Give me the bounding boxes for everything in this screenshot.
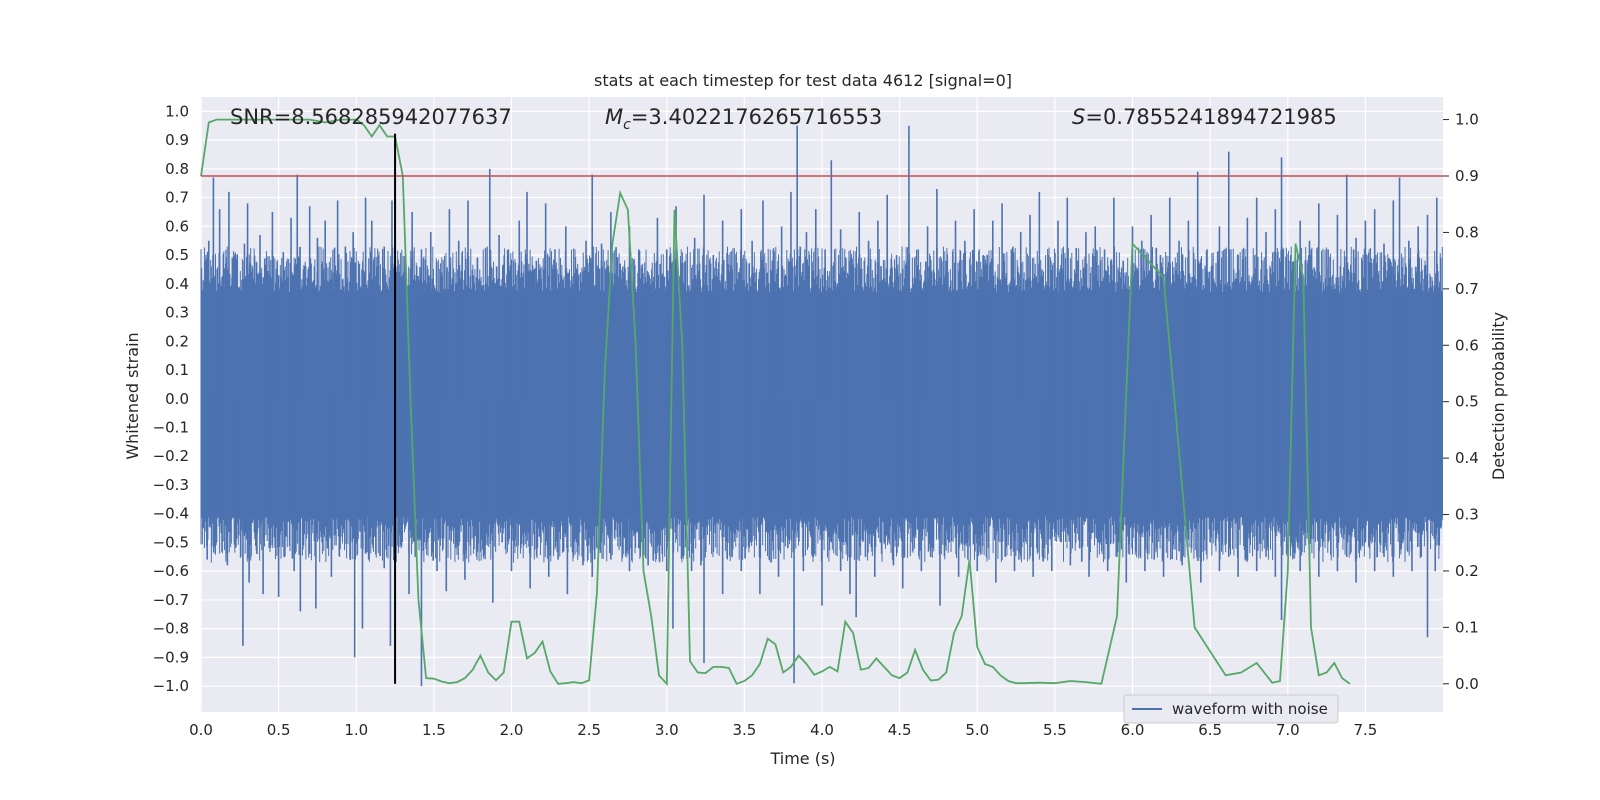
x-tick-label: 3.5 <box>732 721 756 739</box>
x-axis-label: Time (s) <box>769 749 835 768</box>
y-left-axis-label: Whitened strain <box>123 332 142 459</box>
s-value: =0.7855241894721985 <box>1085 105 1336 129</box>
mc-subscript: c <box>623 117 631 133</box>
y-left-tick-label: −0.4 <box>153 505 189 523</box>
y-right-tick-label: 0.8 <box>1455 223 1479 241</box>
chart-title: stats at each timestep for test data 461… <box>594 71 1012 90</box>
y-left-tick-label: −0.9 <box>153 648 189 666</box>
x-tick-label: 6.5 <box>1198 721 1222 739</box>
y-right-tick-label: 0.7 <box>1455 280 1479 298</box>
y-left-tick-label: −1.0 <box>153 677 189 695</box>
y-left-tick-label: −0.5 <box>153 533 189 551</box>
y-right-tick-labels: 1.0 0.9 0.8 0.7 0.6 0.5 0.4 0.3 0.2 0.1 0.0 <box>1443 111 1479 693</box>
y-right-tick-label: 0.3 <box>1455 506 1479 524</box>
y-right-tick-label: 0.1 <box>1455 618 1479 636</box>
y-left-tick-label: −0.1 <box>153 418 189 436</box>
y-left-tick-labels: 1.0 0.9 0.8 0.7 0.6 0.5 0.4 0.3 0.2 0.1 0.0 −0.1 −0.… <box>153 102 189 695</box>
x-tick-label: 2.5 <box>577 721 601 739</box>
y-right-tick-label: 0.2 <box>1455 562 1479 580</box>
chirp-mass-annotation: Mc=3.4022176265716553 <box>605 105 882 133</box>
x-tick-label: 7.5 <box>1353 721 1377 739</box>
x-tick-label: 7.0 <box>1276 721 1300 739</box>
x-tick-label: 4.0 <box>810 721 834 739</box>
x-tick-label: 1.0 <box>344 721 368 739</box>
waveform-series <box>200 125 1443 687</box>
legend: waveform with noise <box>1123 694 1339 724</box>
legend-box <box>1123 694 1339 724</box>
x-tick-label: 6.0 <box>1121 721 1145 739</box>
y-right-tick-label: 1.0 <box>1455 111 1479 129</box>
y-right-tick-label: 0.0 <box>1455 675 1479 693</box>
y-left-tick-label: 1.0 <box>165 102 189 120</box>
x-tick-labels: 0.0 0.5 1.0 1.5 2.0 2.5 3.0 3.5 4.0 4.5 5.0 5.5 6.0 6… <box>189 721 1377 739</box>
x-tick-label: 5.5 <box>1043 721 1067 739</box>
y-right-tick-label: 0.5 <box>1455 393 1479 411</box>
y-left-tick-label: −0.8 <box>153 620 189 638</box>
y-left-tick-label: −0.2 <box>153 447 189 465</box>
y-right-axis-label: Detection probability <box>1489 312 1508 480</box>
x-tick-label: 4.5 <box>888 721 912 739</box>
y-left-tick-label: 0.1 <box>165 361 189 379</box>
y-left-tick-label: 0.4 <box>165 275 189 293</box>
y-right-tick-label: 0.9 <box>1455 167 1479 185</box>
y-left-tick-label: 0.8 <box>165 160 189 178</box>
s-annotation: S=0.7855241894721985 <box>1072 105 1337 129</box>
y-left-tick-label: −0.7 <box>153 591 189 609</box>
probability-line <box>200 118 1351 687</box>
y-left-tick-label: 0.7 <box>165 189 189 207</box>
y-left-tick-label: 0.9 <box>165 131 189 149</box>
x-tick-label: 0.0 <box>189 721 213 739</box>
x-tick-label: 0.5 <box>267 721 291 739</box>
y-left-tick-label: 0.6 <box>165 217 189 235</box>
y-left-tick-label: 0.2 <box>165 332 189 350</box>
x-tick-label: 2.0 <box>500 721 524 739</box>
y-left-tick-label: 0.0 <box>165 390 189 408</box>
y-left-tick-label: 0.5 <box>165 246 189 264</box>
y-left-tick-label: −0.3 <box>153 476 189 494</box>
x-tick-label: 1.5 <box>422 721 446 739</box>
y-left-tick-label: −0.6 <box>153 562 189 580</box>
y-right-tick-label: 0.4 <box>1455 449 1479 467</box>
x-tick-label: 5.0 <box>965 721 989 739</box>
s-symbol: S <box>1072 105 1085 129</box>
y-left-tick-label: 0.3 <box>165 304 189 322</box>
y-right-tick-label: 0.6 <box>1455 336 1479 354</box>
mc-value: =3.4022176265716553 <box>631 105 882 129</box>
x-tick-label: 3.0 <box>655 721 679 739</box>
mc-symbol: M <box>605 105 623 129</box>
snr-annotation: SNR=8.568285942077637 <box>230 105 512 129</box>
legend-label: waveform with noise <box>1172 700 1328 718</box>
